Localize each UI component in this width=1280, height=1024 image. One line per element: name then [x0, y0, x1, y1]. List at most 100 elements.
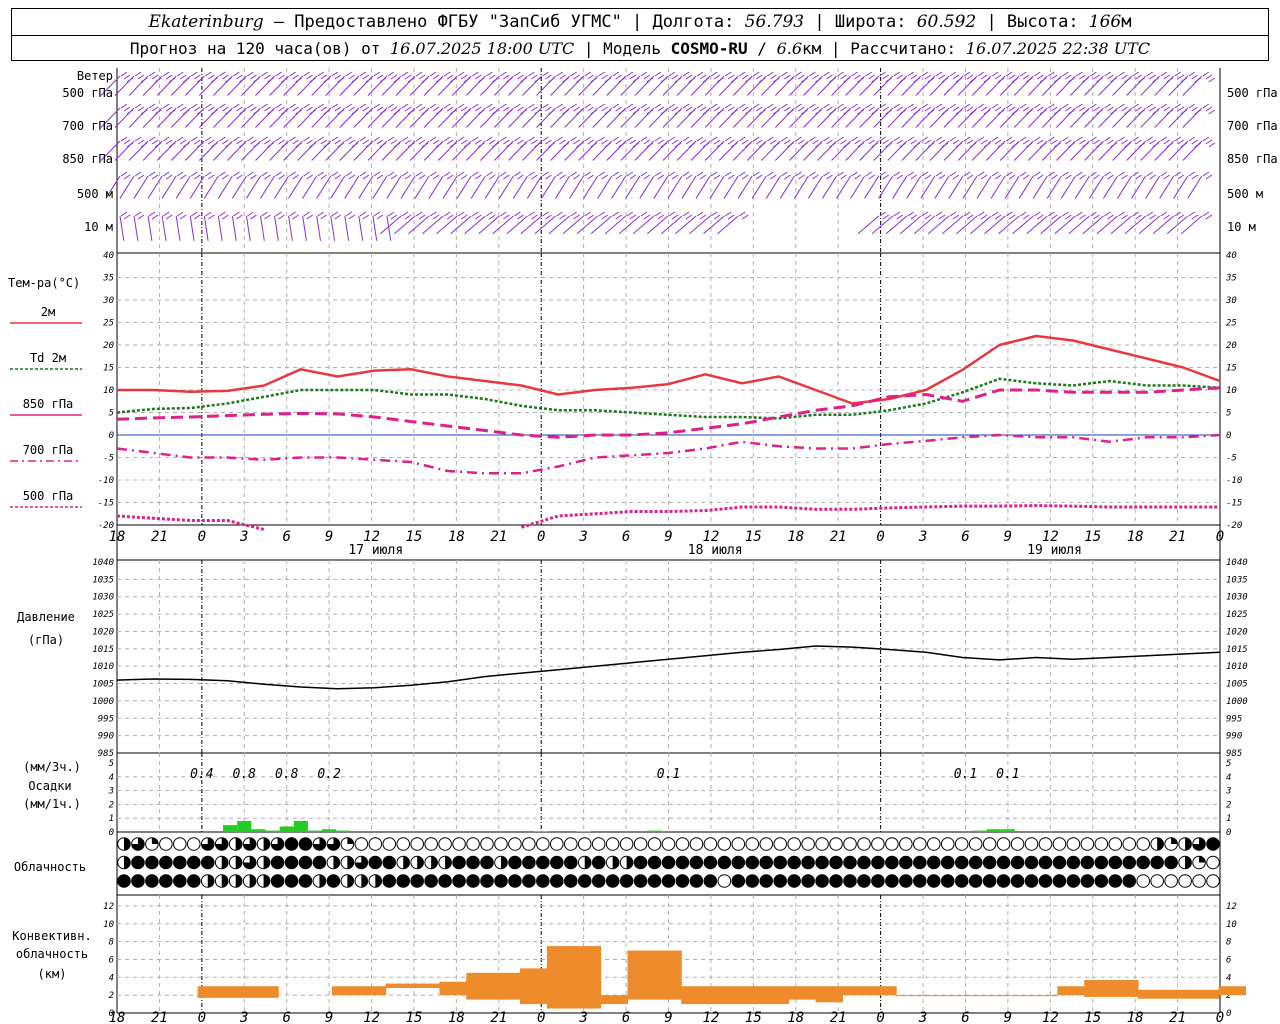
wind-barb-staff	[920, 175, 936, 199]
wind-barb-staff	[1131, 175, 1147, 199]
wind-barb-flag	[261, 136, 268, 142]
cloud-fill-full	[801, 856, 815, 869]
wind-barb-staff	[437, 75, 458, 96]
cloud-cell	[926, 855, 941, 870]
wind-barb-staff	[386, 175, 402, 199]
day-label: 18 июля	[688, 543, 743, 558]
wind-barb-flag	[994, 174, 1002, 180]
cloud-cell	[647, 874, 662, 888]
pressure-ytick-left: 985	[98, 749, 114, 759]
cloud-fill-full	[969, 856, 982, 869]
wind-barb	[1112, 103, 1145, 128]
cloud-cell	[326, 874, 341, 888]
wind-barb	[367, 103, 401, 128]
wind-barb-staff	[1140, 107, 1161, 128]
wind-barb	[732, 103, 766, 128]
wind-barb-flag	[373, 71, 381, 77]
wind-barb	[634, 136, 668, 161]
precip-bar	[972, 830, 987, 832]
cloud-circle	[647, 837, 662, 851]
wind-barb-staff	[1013, 107, 1034, 128]
wind-barb	[381, 71, 415, 96]
wind-barb-staff	[353, 75, 374, 96]
conv-cloud-bar	[1191, 989, 1220, 999]
wind-barb-staff	[156, 140, 177, 161]
precip-3h-label: 0.1	[657, 767, 680, 782]
wind-barb-flag	[654, 103, 662, 109]
wind-barb-flag	[1191, 139, 1199, 145]
wind-barb-flag	[348, 74, 356, 80]
cloud-fill-full	[927, 856, 941, 869]
wind-barb-staff	[442, 175, 458, 199]
wind-barb-flag	[629, 106, 637, 112]
temp-ytick-left: -15	[98, 499, 114, 509]
wind-barb-staff	[1102, 175, 1118, 199]
wind-barb	[1013, 103, 1047, 128]
wind-barb-staff	[634, 107, 655, 128]
cloud-cell	[396, 874, 411, 888]
wind-barb-staff	[957, 75, 978, 96]
wind-barb-flag	[317, 171, 324, 177]
wind-barb	[689, 211, 721, 235]
wind-barb	[465, 71, 499, 96]
cloud-cell	[759, 837, 774, 851]
conv-title-2: облачность	[16, 947, 88, 961]
wind-barb	[142, 103, 176, 128]
wind-barb-flag	[289, 103, 296, 109]
cloud-cell	[1038, 874, 1053, 888]
x-tick-label-bottom: 12	[363, 1010, 380, 1024]
wind-barb	[241, 103, 274, 128]
cloud-cell	[801, 874, 815, 888]
cloud-cell	[452, 874, 466, 888]
wind-barb-staff	[1187, 175, 1203, 199]
wind-barb-staff	[661, 215, 683, 235]
cloud-cell	[1192, 874, 1206, 888]
wind-barb	[990, 171, 1016, 199]
x-tick-label-bottom: 9	[1004, 1010, 1012, 1024]
cloud-fill-full	[997, 856, 1010, 869]
wind-barb-flag	[471, 171, 479, 177]
wind-barb	[1026, 211, 1058, 235]
wind-barb	[436, 211, 468, 235]
cloud-fill-half	[417, 856, 424, 869]
cloud-fill-full	[1164, 856, 1178, 869]
wind-barb-staff	[1138, 215, 1161, 235]
wind-barb-flag	[362, 74, 370, 80]
wind-barb	[316, 211, 327, 241]
wind-barb	[648, 136, 682, 161]
wind-barb-staff	[381, 140, 402, 161]
wind-barb-flag	[1174, 71, 1182, 77]
cloud-fill-full	[592, 856, 605, 869]
wind-barb-staff	[484, 175, 500, 199]
header-row-forecast: Прогноз на 120 часа(ов) от 16.07.2025 18…	[12, 36, 1268, 62]
wind-barb-staff	[737, 175, 753, 199]
wind-barb-flag	[457, 103, 465, 109]
precip-ytick-left: 1	[109, 814, 114, 824]
wind-barb-flag	[531, 214, 538, 220]
wind-barb-flag	[598, 71, 605, 77]
wind-barb-flag	[404, 139, 412, 145]
precip-bar	[336, 830, 351, 832]
cloud-fill-half	[403, 856, 410, 869]
cloud-cell	[1066, 837, 1081, 851]
wind-barb-staff	[550, 107, 570, 128]
wind-barb	[807, 171, 833, 199]
wind-barb-flag	[798, 74, 805, 80]
wind-barb-flag	[233, 71, 240, 77]
wind-barb-staff	[409, 140, 430, 161]
wind-barb-flag	[938, 214, 946, 220]
wind-barb-flag	[1149, 174, 1156, 180]
cloud-fill-full	[676, 874, 689, 888]
x-tick-label-bottom: 21	[830, 1010, 847, 1024]
cloud-cell	[913, 837, 927, 851]
wind-barb	[929, 136, 963, 161]
wind-barb-flag	[823, 136, 830, 142]
wind-barb	[1074, 171, 1100, 199]
wind-barb-flag	[921, 71, 929, 77]
cloud-fill-full	[368, 856, 382, 869]
wind-barb	[859, 136, 892, 161]
wind-barb	[1012, 211, 1044, 235]
wind-barb-flag	[812, 106, 819, 112]
cloud-cell	[131, 874, 145, 888]
cloud-fill-half	[612, 856, 619, 869]
